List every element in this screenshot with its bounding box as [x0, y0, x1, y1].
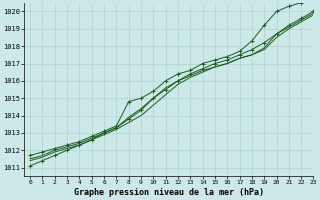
X-axis label: Graphe pression niveau de la mer (hPa): Graphe pression niveau de la mer (hPa) [74, 188, 264, 197]
